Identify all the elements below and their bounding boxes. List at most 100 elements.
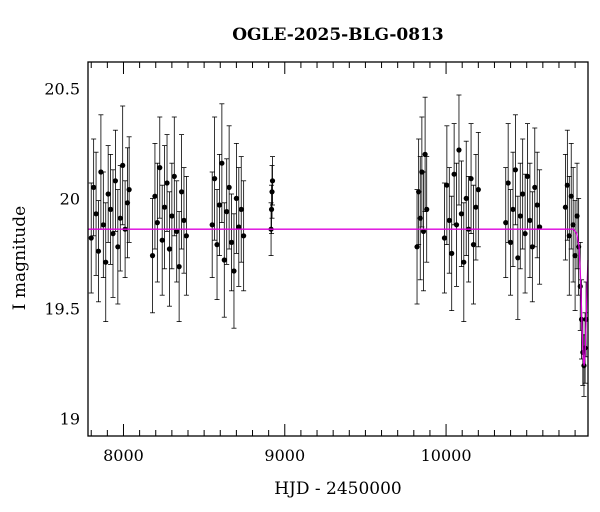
data-point [124, 200, 131, 206]
data-point [88, 235, 94, 241]
data-point [228, 239, 235, 245]
data-point [515, 255, 521, 261]
data-point [532, 184, 538, 190]
data-point [453, 222, 460, 228]
axis-tick-labels: 8000 9000 10000 19 19.5 20 20.5 [44, 79, 471, 465]
data-point [107, 206, 114, 212]
data-point [522, 231, 528, 237]
data-point [517, 213, 523, 219]
x-tick-label: 9000 [264, 446, 305, 465]
data-point [461, 259, 467, 265]
data-point [181, 217, 187, 223]
data-point [157, 165, 163, 171]
data-point [512, 167, 519, 173]
y-tick-label: 20 [60, 189, 80, 208]
data-point [524, 173, 531, 179]
data-point [562, 204, 569, 210]
data-point [269, 189, 275, 195]
data-point [572, 253, 578, 259]
data-point [574, 213, 580, 219]
data-point [152, 193, 158, 199]
data-point [236, 224, 242, 230]
data-point [414, 244, 420, 250]
data-point [93, 211, 99, 217]
data-point [110, 231, 116, 237]
data-point [221, 257, 227, 263]
data-point [238, 206, 244, 212]
data-points [88, 147, 589, 369]
data-point [216, 202, 223, 208]
data-point [103, 259, 109, 265]
model-curve [88, 228, 589, 366]
data-point [568, 193, 574, 199]
data-point [178, 189, 185, 195]
data-point [176, 264, 182, 270]
data-point [468, 176, 474, 182]
data-point [475, 187, 481, 193]
data-point [451, 171, 457, 177]
data-point [268, 206, 275, 212]
data-point [446, 217, 452, 223]
data-point [162, 204, 168, 210]
data-point [420, 228, 427, 234]
data-point [444, 182, 450, 188]
data-point [117, 215, 123, 221]
data-point [456, 147, 462, 153]
data-point [520, 191, 526, 197]
x-axis-label: HJD - 2450000 [274, 479, 402, 499]
data-point [159, 237, 165, 243]
data-point [269, 178, 276, 184]
y-tick-label: 19.5 [44, 299, 80, 318]
data-point [212, 176, 218, 182]
data-point [183, 233, 189, 239]
data-point [473, 204, 479, 210]
data-point [417, 215, 423, 221]
data-point [226, 184, 232, 190]
error-bars [88, 94, 589, 397]
data-point [154, 220, 160, 226]
data-point [241, 233, 247, 239]
data-point [95, 248, 102, 254]
data-point [100, 222, 106, 228]
data-point [214, 242, 220, 248]
data-point [470, 242, 477, 248]
data-point [570, 222, 576, 228]
data-point [537, 224, 543, 230]
chart-title: OGLE-2025-BLG-0813 [232, 25, 444, 45]
data-point [120, 162, 126, 168]
data-point [219, 160, 225, 166]
data-point [169, 213, 175, 219]
data-point [505, 180, 511, 186]
data-point [164, 180, 170, 186]
data-point [529, 244, 535, 250]
y-axis-label: I magnitude [10, 206, 30, 310]
data-point [149, 253, 156, 259]
data-point [105, 191, 111, 197]
data-point [166, 246, 173, 252]
data-point [458, 211, 464, 217]
data-point [115, 244, 121, 250]
data-point [424, 206, 430, 212]
data-point [209, 222, 215, 228]
data-point [98, 169, 104, 175]
data-point [91, 184, 97, 190]
data-point [441, 235, 448, 241]
y-tick-label: 19 [60, 409, 80, 428]
data-point [171, 173, 177, 179]
data-point [503, 220, 509, 226]
x-tick-label: 10000 [421, 446, 472, 465]
data-point [231, 268, 237, 274]
data-point [527, 217, 533, 223]
plot-frame [87, 61, 589, 437]
data-point [564, 182, 570, 188]
data-point [510, 206, 516, 212]
x-tick-label: 8000 [103, 446, 144, 465]
data-point [534, 202, 540, 208]
data-point [174, 228, 180, 234]
data-point [126, 187, 132, 193]
data-point [224, 209, 230, 215]
y-tick-label: 20.5 [44, 79, 80, 98]
data-point [416, 189, 422, 195]
data-point [419, 169, 425, 175]
axis-ticks [90, 62, 576, 436]
